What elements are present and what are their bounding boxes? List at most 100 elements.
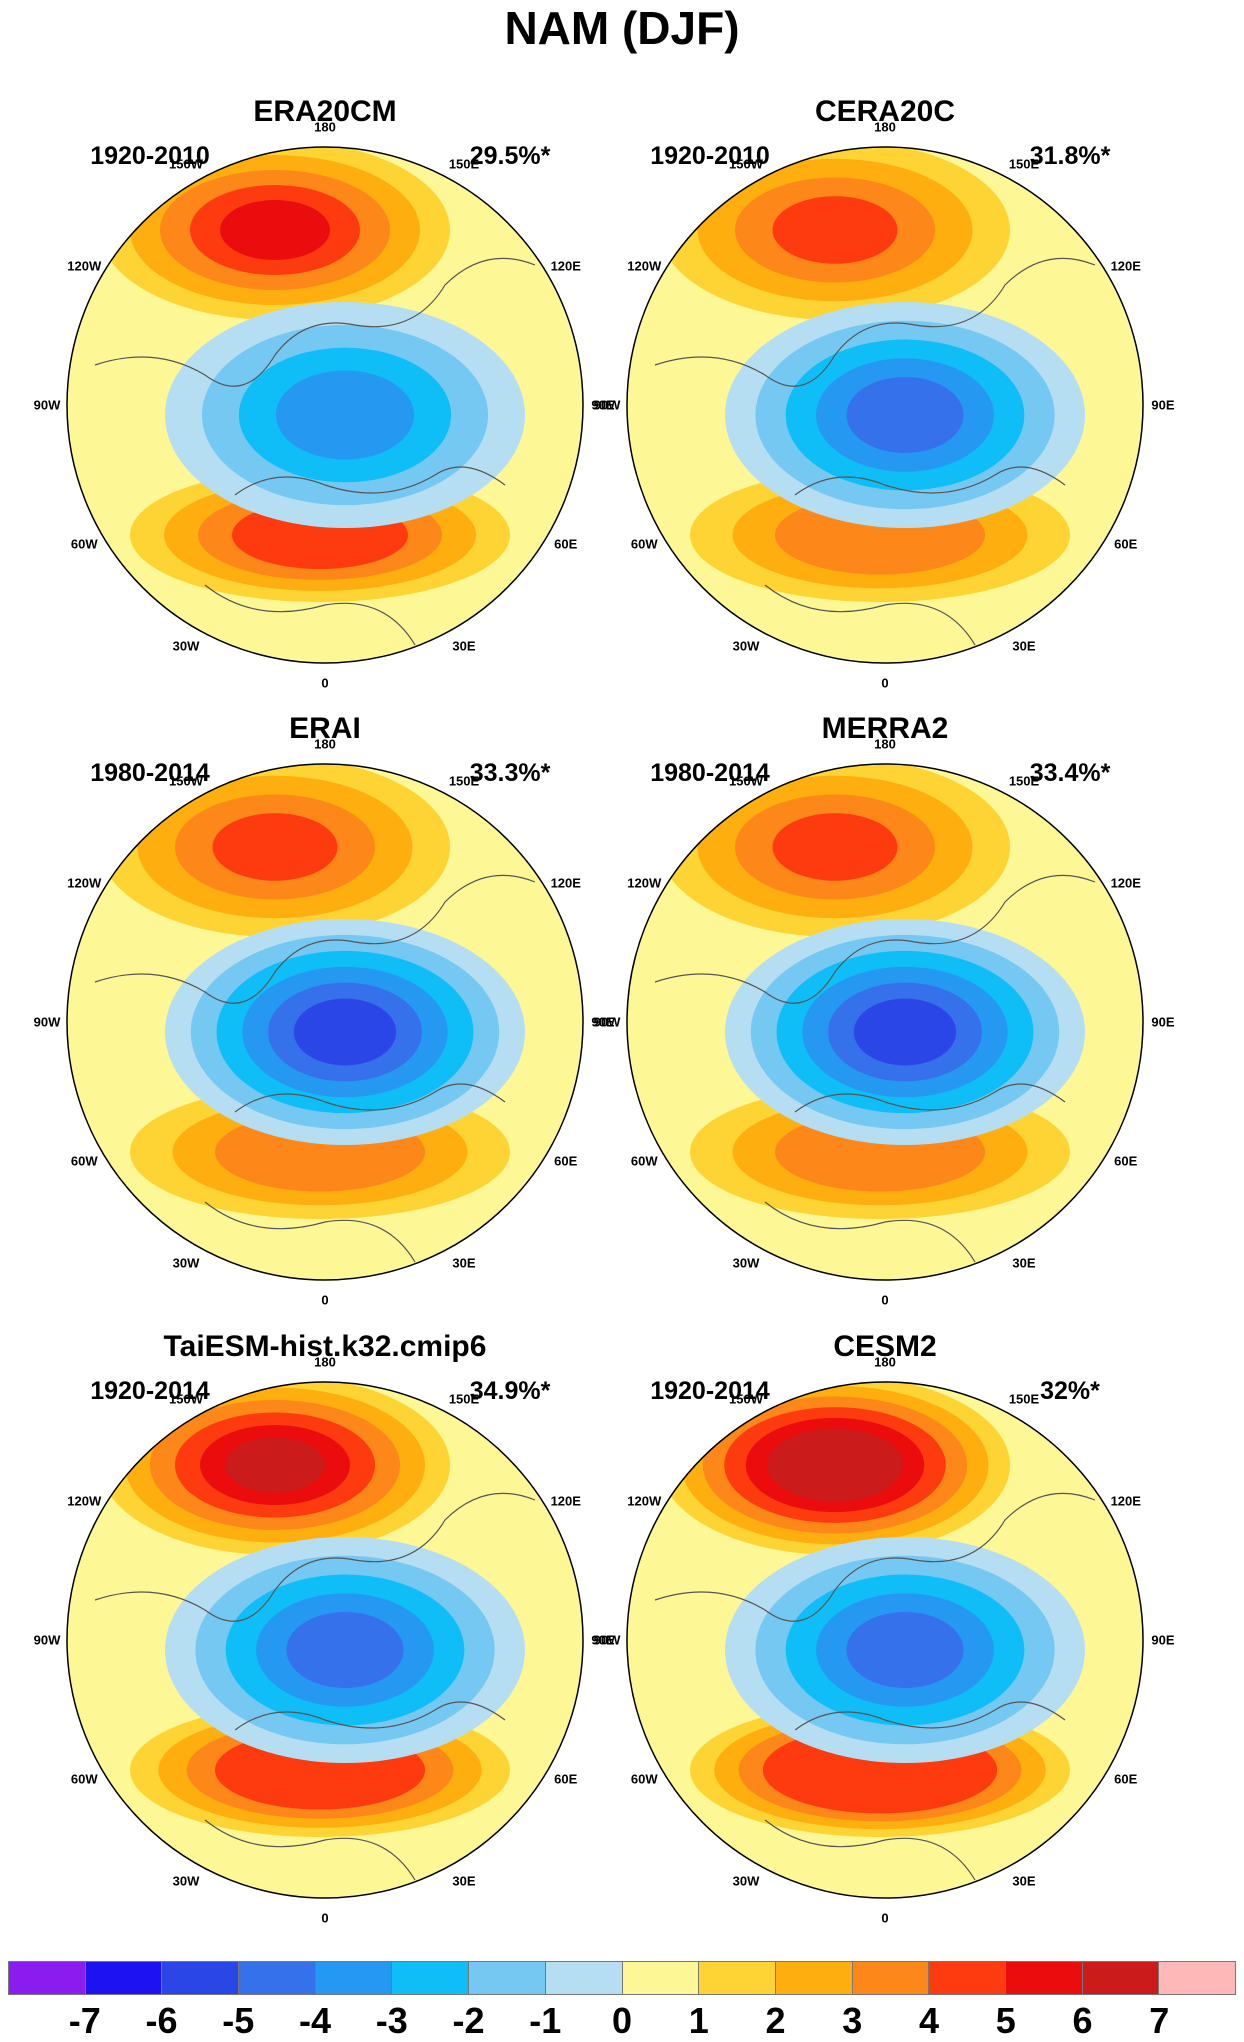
longitude-label: 150W (169, 1391, 203, 1407)
longitude-label: 0 (881, 675, 889, 691)
colorbar-swatch (1005, 1962, 1083, 1994)
longitude-label: 180 (314, 736, 336, 752)
longitude-label: 120E (1110, 875, 1141, 891)
longitude-label: 30W (732, 638, 760, 654)
longitude-label: 120E (550, 875, 581, 891)
map-panel: TaiESM-hist.k32.cmip6 1920-2014 34.9%* 180 1… (34, 1330, 645, 1950)
panel-explained-variance: 32%* (1040, 1377, 1100, 1405)
map-panel: ERAI 1980-2014 33.3%* 180 150E 120E 90E 60E 30E 0… (34, 712, 645, 1332)
longitude-label: 30W (172, 1255, 200, 1271)
colorbar-tick-label: -6 (145, 2000, 178, 2041)
contour-band (225, 1437, 325, 1493)
longitude-label: 180 (874, 1354, 896, 1370)
colorbar-swatch (545, 1962, 623, 1994)
contour-band (220, 200, 330, 260)
longitude-label: 120E (1110, 258, 1141, 274)
longitude-label: 150W (729, 1391, 763, 1407)
coastline (94, 874, 536, 1263)
longitude-label: 150E (448, 1391, 480, 1407)
colorbar-tick-label: -1 (529, 2000, 562, 2041)
contour-band (286, 1612, 404, 1688)
longitude-label: 60W (630, 536, 658, 552)
longitude-label: 0 (881, 1910, 889, 1926)
longitude-label: 60E (1114, 1771, 1138, 1787)
longitude-label: 120W (627, 1493, 662, 1509)
coastline (94, 257, 536, 646)
polar-map (626, 146, 1144, 664)
colorbar-tick-label: 4 (918, 2000, 940, 2041)
panel-period: 1980-2014 (650, 759, 770, 787)
colorbar-swatch (1159, 1962, 1235, 1994)
colorbar-swatch (9, 1962, 86, 1994)
longitude-label: 150E (448, 156, 480, 172)
panel-explained-variance: 34.9%* (469, 1377, 551, 1405)
panel-title: ERAI (289, 712, 361, 745)
colorbar-swatch (162, 1962, 240, 1994)
longitude-label: 120E (550, 258, 581, 274)
longitude-label: 30E (452, 1873, 476, 1889)
colorbar-swatch (699, 1962, 776, 1994)
panel-explained-variance: 33.4%* (1029, 759, 1111, 787)
longitude-label: 90W (593, 1632, 621, 1648)
longitude-label: 60E (1114, 536, 1138, 552)
panel-title: CERA20C (814, 95, 956, 128)
contour-band (846, 377, 964, 453)
polar-map (626, 1381, 1144, 1899)
longitude-label: 180 (874, 119, 896, 135)
contour-band (275, 370, 415, 460)
contour-band (772, 813, 898, 881)
contour-band (767, 1428, 903, 1502)
colorbar-tick-label: 6 (1072, 2000, 1093, 2041)
longitude-label: 120W (67, 1493, 102, 1509)
longitude-label: 90E (1151, 1632, 1175, 1648)
longitude-label: 90W (593, 397, 621, 413)
longitude-label: 180 (314, 119, 336, 135)
colorbar-tick-label: -3 (375, 2000, 408, 2041)
colorbar-swatch (392, 1962, 470, 1994)
map-panel: MERRA2 1980-2014 33.4%* 180 150E 120E 90E 60E 30… (594, 712, 1205, 1332)
map-panel: ERA20CM 1920-2010 29.5%* 180 150E 120E 90E 60E 3… (34, 95, 645, 715)
colorbar-swatch (239, 1962, 316, 1994)
panel-title: MERRA2 (821, 712, 949, 745)
longitude-label: 30W (732, 1873, 760, 1889)
longitude-label: 150E (1008, 773, 1040, 789)
longitude-label: 90E (591, 1014, 615, 1030)
longitude-label: 180 (314, 1354, 336, 1370)
contour-band (212, 813, 338, 881)
longitude-label: 90W (33, 397, 61, 413)
contour-band (853, 998, 957, 1066)
longitude-label: 150W (169, 156, 203, 172)
map-panel: CESM2 1920-2014 32%* 180 150E 120E 90E 60E 30E 0 3… (594, 1330, 1205, 1950)
map-boundary (66, 146, 584, 664)
longitude-label: 120W (627, 258, 662, 274)
map-boundary (626, 763, 1144, 1281)
contour-band (846, 1612, 964, 1688)
colorbar-tick-label: 7 (1149, 2000, 1170, 2041)
longitude-label: 150W (729, 156, 763, 172)
longitude-label: 30W (172, 638, 200, 654)
longitude-label: 30E (1012, 1873, 1036, 1889)
longitude-label: 60E (554, 536, 578, 552)
figure-title: NAM (DJF) (504, 2, 740, 54)
longitude-label: 30W (732, 1255, 760, 1271)
longitude-label: 60W (70, 536, 98, 552)
longitude-label: 60W (630, 1153, 658, 1169)
longitude-label: 90W (33, 1632, 61, 1648)
map-boundary (626, 146, 1144, 664)
colorbar-swatch (469, 1962, 546, 1994)
longitude-label: 30E (1012, 1255, 1036, 1271)
longitude-label: 120E (550, 1493, 581, 1509)
colorbar-swatch (775, 1962, 853, 1994)
coastline (94, 1492, 536, 1881)
colorbar-tick-label: -4 (298, 2000, 332, 2041)
longitude-label: 60W (70, 1771, 98, 1787)
longitude-label: 90E (591, 397, 615, 413)
longitude-label: 0 (881, 1292, 889, 1308)
colorbar-swatch (852, 1962, 930, 1994)
panel-title: ERA20CM (253, 95, 397, 128)
colorbar-tick-label: -2 (452, 2000, 485, 2041)
longitude-label: 60W (70, 1153, 98, 1169)
colorbar-tick-label: 5 (995, 2000, 1016, 2041)
panel-period: 1920-2014 (650, 1377, 770, 1405)
longitude-label: 90W (593, 1014, 621, 1030)
